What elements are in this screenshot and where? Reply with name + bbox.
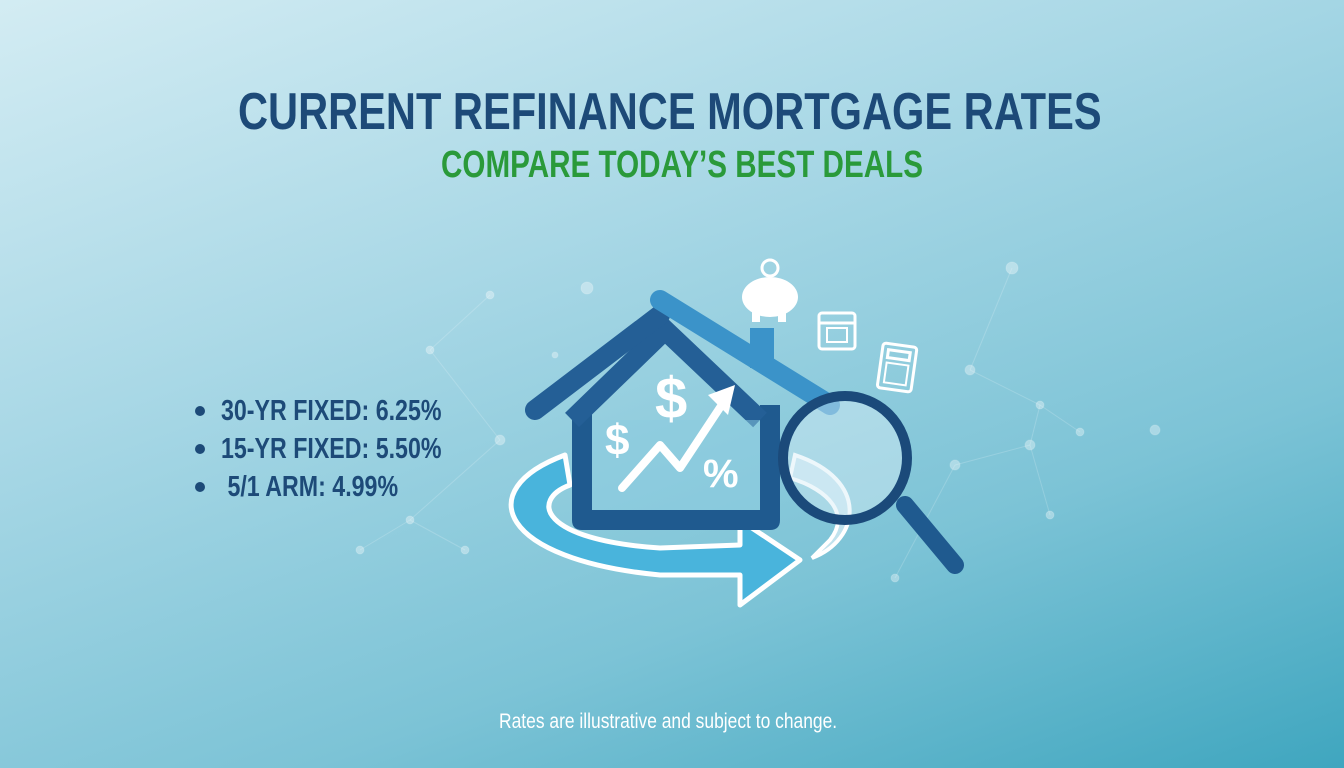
bullet-icon (195, 482, 205, 492)
dollar-icon: $ (655, 366, 687, 431)
list-item: 15-YR FIXED: 5.50% (195, 430, 497, 468)
rate-15yr-fixed: 15-YR FIXED: 5.50% (221, 432, 442, 465)
list-item: 5/1 ARM: 4.99% (195, 468, 497, 506)
bullet-icon (195, 444, 205, 454)
rate-30yr-fixed: 30-YR FIXED: 6.25% (221, 394, 442, 427)
bullet-icon (195, 406, 205, 416)
piggy-bank-icon (742, 258, 798, 322)
disclaimer-note: Rates are illustrative and subject to ch… (499, 710, 838, 733)
network-background (355, 261, 1161, 583)
page-title: CURRENT REFINANCE MORTGAGE RATES (238, 83, 1102, 141)
calendar-icon (817, 311, 857, 351)
house-icon (525, 290, 840, 530)
percent-icon: % (703, 452, 739, 496)
trend-arrow-icon (618, 385, 735, 492)
calculator-icon (875, 341, 919, 394)
refresh-arrow-icon (508, 452, 852, 608)
dollar-icon: $ (605, 416, 629, 465)
magnifier-icon (778, 391, 964, 574)
rates-list: 30-YR FIXED: 6.25% 15-YR FIXED: 5.50% 5/… (195, 392, 497, 506)
rate-5-1-arm: 5/1 ARM: 4.99% (221, 470, 399, 503)
list-item: 30-YR FIXED: 6.25% (195, 392, 497, 430)
page-subtitle: COMPARE TODAY’S BEST DEALS (441, 144, 924, 186)
